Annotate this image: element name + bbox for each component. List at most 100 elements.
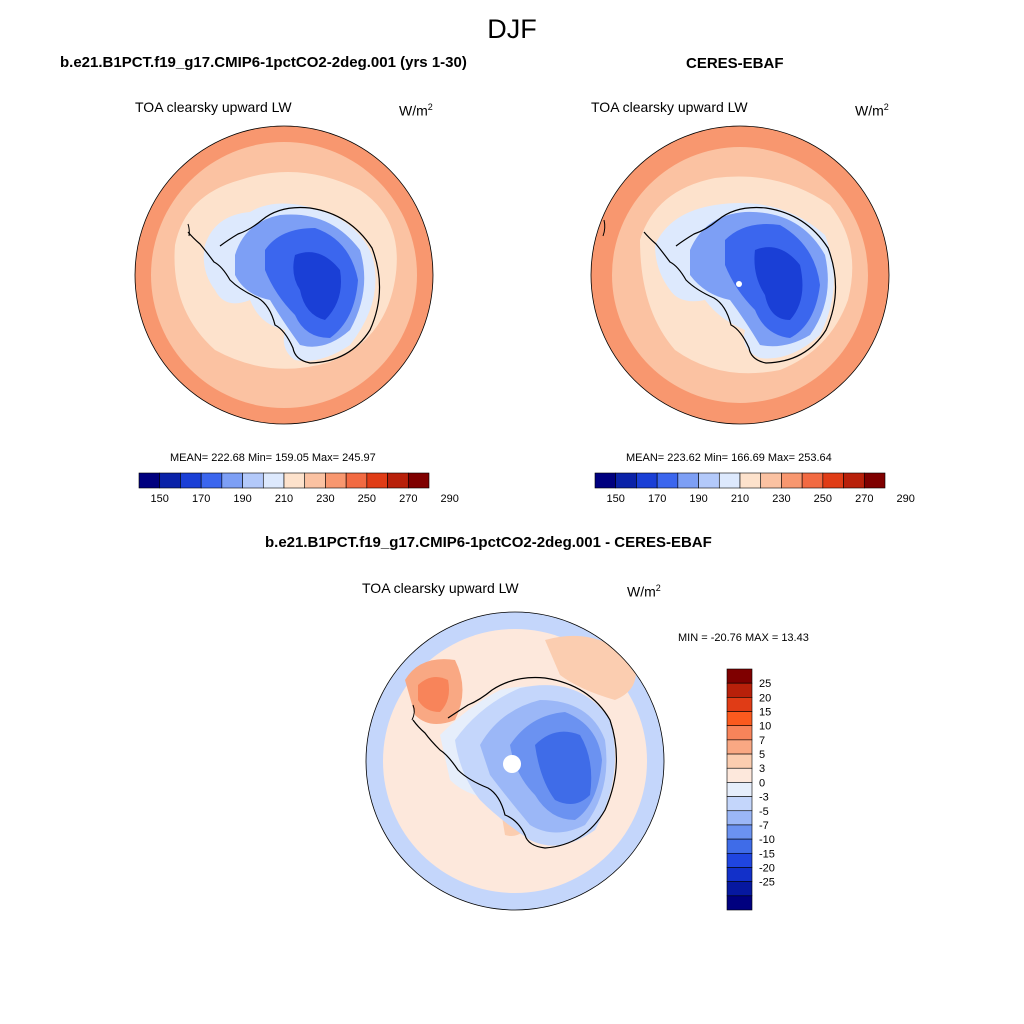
colorbar-swatch	[718, 472, 741, 489]
panel2-colorbar-ticks: 150 170 190 210 230 250 270 290	[607, 493, 915, 505]
colorbar-swatch	[726, 725, 753, 741]
colorbar-tick-label: 170	[648, 493, 666, 505]
season-title: DJF	[487, 14, 537, 44]
panel1-map-border	[134, 125, 434, 425]
colorbar-tick-label: 20	[759, 692, 771, 704]
panel1-units: W/m2	[399, 102, 433, 119]
colorbar-swatch	[345, 472, 368, 489]
colorbar-swatch	[726, 682, 753, 698]
colorbar-tick-label: 210	[731, 493, 749, 505]
colorbar-swatch	[221, 472, 243, 489]
panel2-title: CERES-EBAF	[686, 55, 784, 72]
colorbar-tick-label: 190	[233, 493, 251, 505]
colorbar-tick-label: 270	[855, 493, 873, 505]
colorbar-swatch	[726, 697, 753, 712]
antarctic-coastline	[643, 206, 837, 364]
colorbar-tick-label: 170	[192, 493, 210, 505]
colorbar-tick-label: -20	[759, 862, 775, 874]
colorbar-swatch	[726, 824, 753, 840]
colorbar-swatch	[615, 472, 637, 489]
colorbar-swatch	[594, 472, 617, 489]
colorbar-swatch	[726, 852, 753, 868]
colorbar-swatch	[636, 472, 658, 489]
colorbar-tick-label: 3	[759, 763, 765, 775]
colorbar-tick-label: 250	[358, 493, 376, 505]
panel2-polar-map	[591, 126, 889, 424]
colorbar-swatch	[843, 472, 865, 489]
panel3-title: b.e21.B1PCT.f19_g17.CMIP6-1pctCO2-2deg.0…	[265, 534, 712, 551]
panel3-colorbar	[726, 668, 753, 911]
map-diff-band-neg-15-ice	[535, 731, 592, 804]
colorbar-tick-label: 290	[441, 493, 459, 505]
map-antarctica-core	[293, 252, 341, 320]
colorbar-tick-label: -3	[759, 792, 769, 804]
colorbar-swatch	[159, 472, 181, 489]
panel2-colorbar	[594, 472, 886, 489]
panel2-variable-label: TOA clearsky upward LW	[591, 99, 748, 115]
colorbar-swatch	[387, 472, 409, 489]
colorbar-swatch	[138, 472, 161, 489]
colorbar-tick-label: 15	[759, 707, 771, 719]
colorbar-swatch	[726, 711, 753, 727]
panel2-map-border	[590, 125, 890, 425]
colorbar-swatch	[262, 472, 285, 489]
colorbar-tick-label: -7	[759, 820, 769, 832]
colorbar-tick-label: 290	[897, 493, 915, 505]
colorbar-swatch	[781, 472, 803, 489]
map-antarctica-core	[754, 247, 803, 320]
colorbar-tick-label: -5	[759, 806, 769, 818]
panel3-stats: MIN = -20.76 MAX = 13.43	[678, 632, 809, 644]
colorbar-swatch	[180, 472, 202, 489]
colorbar-tick-label: 270	[399, 493, 417, 505]
antarctic-coastline	[187, 206, 381, 364]
colorbar-swatch	[726, 810, 753, 826]
colorbar-swatch	[739, 472, 762, 489]
map-diff-band-3-5-north	[545, 635, 636, 700]
colorbar-tick-label: 7	[759, 735, 765, 747]
colorbar-tick-label: 230	[316, 493, 334, 505]
colorbar-swatch	[726, 895, 753, 911]
colorbar-swatch	[726, 753, 753, 769]
colorbar-swatch	[726, 881, 753, 897]
colorbar-tick-label: 10	[759, 721, 771, 733]
panel3-variable-label: TOA clearsky upward LW	[362, 580, 519, 596]
panel1-polar-map	[135, 126, 433, 424]
panel2-stats: MEAN= 223.62 Min= 166.69 Max= 253.64	[626, 452, 832, 464]
colorbar-swatch	[407, 472, 430, 489]
panel2-units: W/m2	[855, 102, 889, 119]
colorbar-tick-label: 5	[759, 749, 765, 761]
colorbar-swatch	[200, 472, 223, 489]
colorbar-tick-label: 210	[275, 493, 293, 505]
panel1-colorbar	[138, 472, 430, 489]
panel3-units: W/m2	[627, 583, 661, 600]
colorbar-tick-label: 0	[759, 777, 765, 789]
colorbar-swatch	[242, 472, 264, 489]
colorbar-swatch	[366, 472, 388, 489]
colorbar-tick-label: -10	[759, 834, 775, 846]
antarctic-coastline	[412, 676, 617, 849]
map-diff-band-7-10-west	[418, 676, 449, 712]
panel3-colorbar-ticks: 25 20 15 10 7 5 3 0 -3 -5 -7 -10 -15 -20 -25	[759, 678, 775, 888]
colorbar-tick-label: 150	[607, 493, 625, 505]
colorbar-swatch	[698, 472, 720, 489]
colorbar-swatch	[726, 838, 753, 854]
colorbar-swatch	[726, 782, 753, 797]
panel1-colorbar-ticks: 150 170 190 210 230 250 270 290	[151, 493, 459, 505]
colorbar-swatch	[760, 472, 782, 489]
colorbar-tick-label: -15	[759, 848, 775, 860]
colorbar-tick-label: 250	[814, 493, 832, 505]
map-pole-gap	[503, 755, 521, 773]
colorbar-tick-label: 150	[151, 493, 169, 505]
colorbar-swatch	[863, 472, 886, 489]
map-pole-gap	[736, 281, 742, 287]
colorbar-swatch	[656, 472, 679, 489]
colorbar-swatch	[822, 472, 844, 489]
colorbar-swatch	[726, 668, 753, 684]
panel3-polar-map	[366, 612, 664, 910]
panel1-variable-label: TOA clearsky upward LW	[135, 99, 292, 115]
colorbar-tick-label: 190	[689, 493, 707, 505]
colorbar-tick-label: 25	[759, 678, 771, 690]
colorbar-swatch	[726, 739, 753, 755]
map-diff-band-neg-25-sea	[385, 870, 398, 877]
